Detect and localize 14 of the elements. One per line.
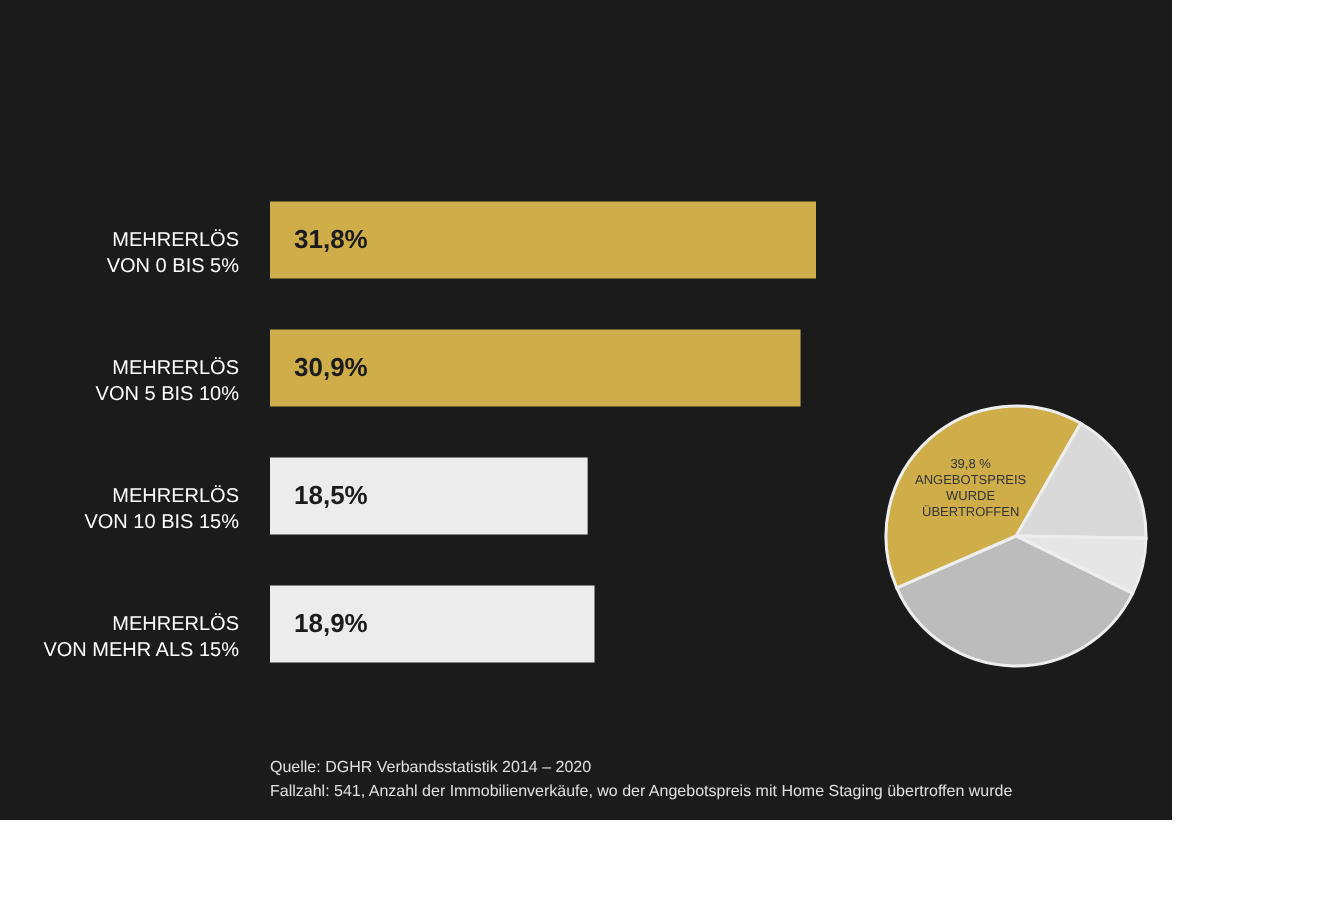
data-label: 30,9% [294, 352, 369, 382]
bar [270, 329, 801, 407]
source-note: Quelle: DGHR Verbandsstatistik 2014 – 2020 [270, 758, 593, 776]
data-label: 18,9% [294, 608, 369, 638]
bar [270, 585, 595, 663]
y-tick-label: MEHRERLÖS VON MEHR ALS 15% [43, 612, 240, 662]
y-tick-label: MEHRERLÖS VON 0 BIS 5% [106, 228, 240, 278]
text: Fallzahl: 541, Anzahl der Immobilienverkäufe, wo der Angebotspreis mit Home Staging übertroffen wurde [270, 782, 1014, 800]
data-label: 31,8% [294, 224, 369, 254]
data-label: 18,5% [294, 480, 369, 510]
bar [270, 201, 816, 279]
y-tick-label: MEHRERLÖS VON 10 BIS 15% [84, 484, 240, 534]
bar [270, 457, 588, 535]
y-tick-label: MEHRERLÖS VON 5 BIS 10% [95, 356, 240, 406]
